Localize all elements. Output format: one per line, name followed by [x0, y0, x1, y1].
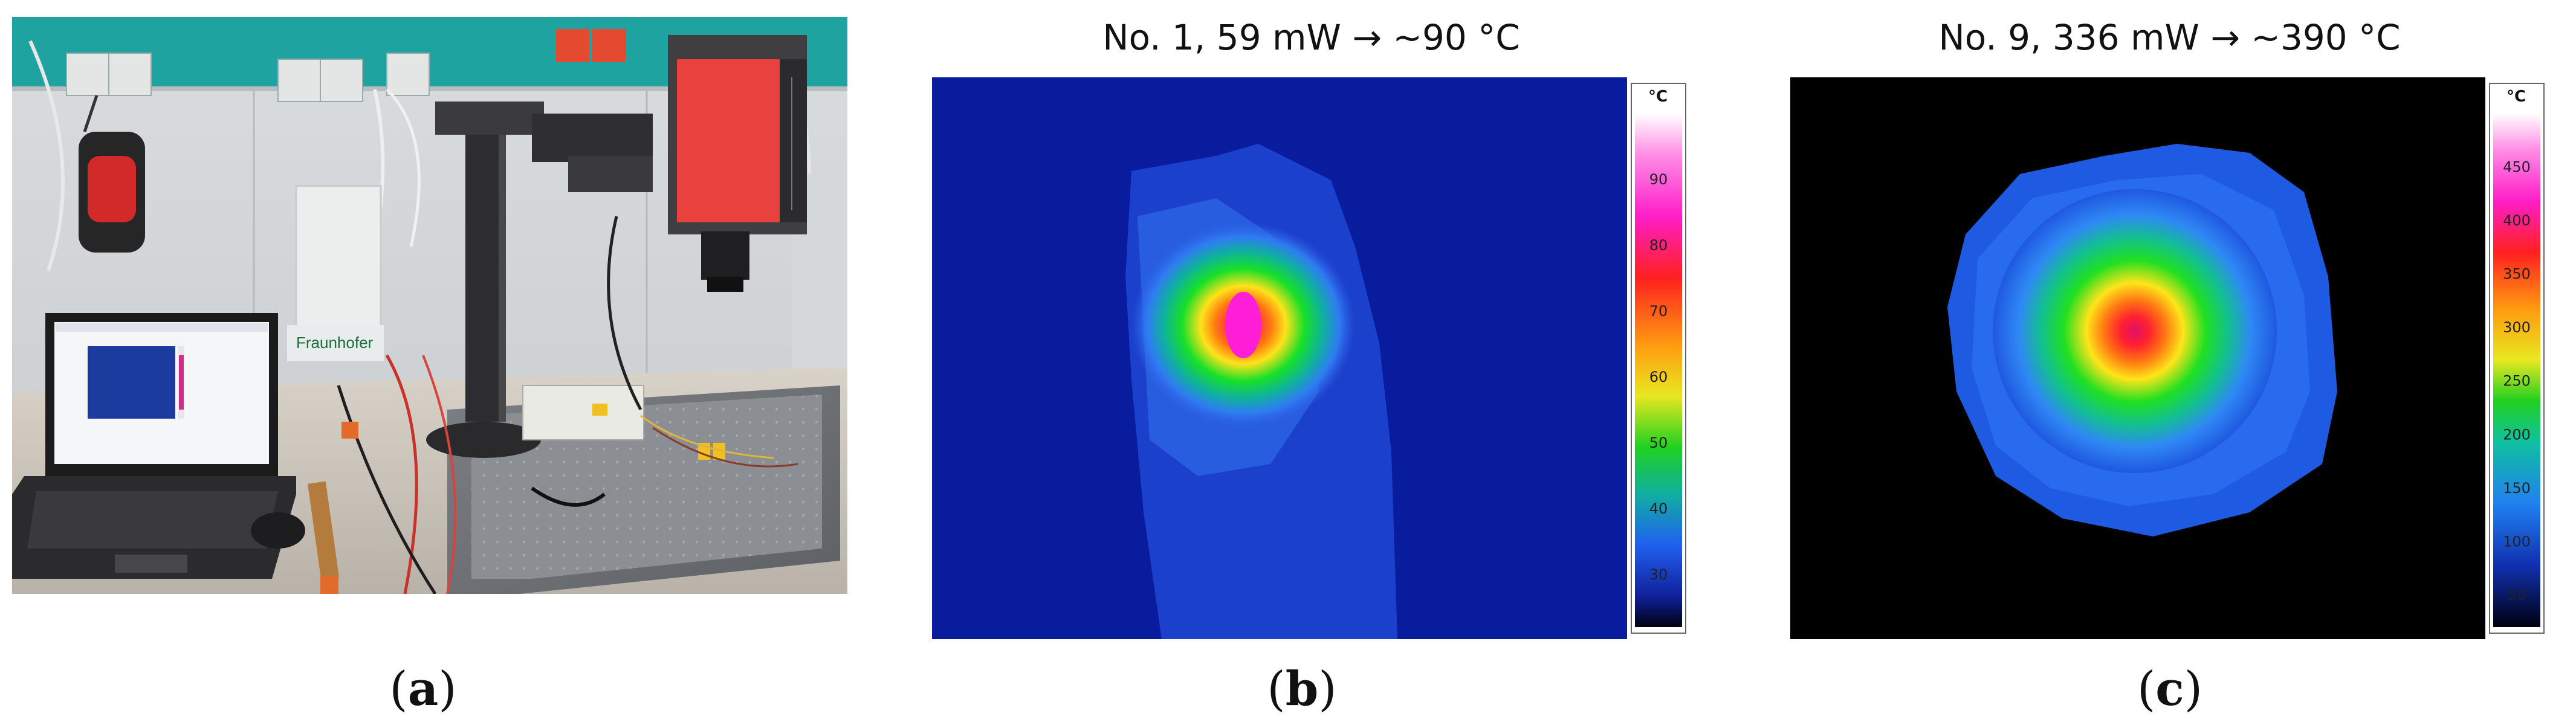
- colorbar-tick-c: 50: [2508, 587, 2526, 604]
- thermal-camera: [668, 35, 807, 292]
- colorbar-tick-b: 50: [1649, 434, 1668, 451]
- camera-stand: [426, 101, 653, 458]
- panel-a-photo: Fraunhofer: [12, 17, 847, 595]
- panel-c-thermal: °C 450 400 350 300 250 200 150 100 50: [1790, 77, 2549, 639]
- panel-b-label: (b): [1267, 662, 1337, 717]
- colorbar-tick-b: 80: [1649, 237, 1668, 254]
- colorbar-tick-c: 450: [2503, 159, 2531, 176]
- brand-label: Fraunhofer: [296, 333, 374, 352]
- colorbar-unit-b: °C: [1648, 88, 1668, 106]
- colorbar-tick-c: 300: [2503, 319, 2531, 336]
- panel-c-title: No. 9, 336 mW → ~390 °C: [1938, 17, 2401, 58]
- hanging-red-device: [79, 95, 145, 253]
- copper-pipe: [308, 481, 339, 580]
- colorbar-tick-c: 400: [2503, 212, 2531, 229]
- thermal-image-c: °C 450 400 350 300 250 200 150 100 50: [1790, 77, 2549, 639]
- colorbar-tick-b: 30: [1649, 566, 1668, 583]
- mouse: [251, 512, 305, 549]
- wall-sockets: [66, 29, 626, 102]
- thermal-image-b: °C 90 80 70 60 50 40 30: [932, 77, 1691, 639]
- panel-a-label: (a): [389, 662, 457, 717]
- hot-spot-c: [1993, 189, 2277, 473]
- lab-setup-photo: Fraunhofer: [12, 17, 847, 595]
- colorbar-c: °C 450 400 350 300 250 200 150 100 50: [2485, 77, 2549, 639]
- colorbar-tick-b: 90: [1649, 171, 1668, 188]
- panel-b-thermal: °C 90 80 70 60 50 40 30: [932, 77, 1691, 639]
- colorbar-tick-c: 200: [2503, 426, 2531, 443]
- colorbar-tick-c: 350: [2503, 266, 2531, 283]
- panel-b-title: No. 1, 59 mW → ~90 °C: [1102, 17, 1520, 58]
- colorbar-tick-b: 40: [1649, 500, 1668, 517]
- colorbar-tick-c: 100: [2503, 533, 2531, 550]
- colorbar-tick-b: 70: [1649, 303, 1668, 320]
- colorbar-tick-b: 60: [1649, 369, 1668, 385]
- sample-board: [522, 385, 725, 460]
- panel-c-label: (c): [2137, 662, 2203, 717]
- colorbar-tick-c: 250: [2503, 373, 2531, 390]
- colorbar-tick-c: 150: [2503, 480, 2531, 497]
- colorbar-unit-c: °C: [2506, 88, 2526, 106]
- laptop: [12, 313, 296, 579]
- colorbar-b: °C 90 80 70 60 50 40 30: [1627, 77, 1691, 639]
